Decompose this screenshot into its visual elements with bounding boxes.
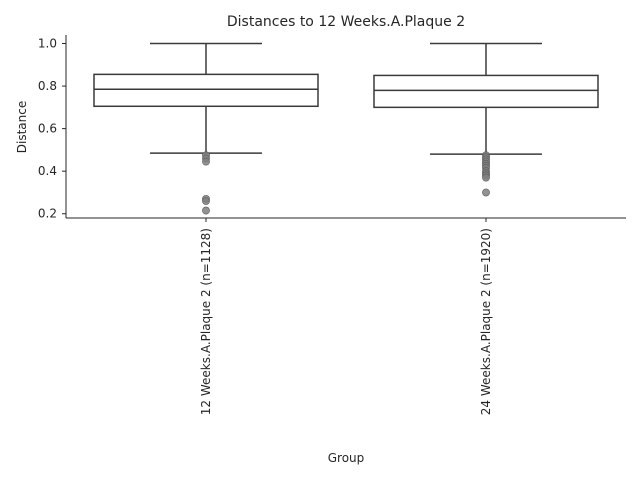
outlier-point [202, 206, 210, 215]
y-tick-label: 0.2 [38, 207, 57, 221]
y-tick-label: 0.8 [38, 79, 57, 93]
x-axis-label: Group [328, 451, 365, 465]
y-tick-label: 0.6 [38, 122, 57, 136]
y-tick-label: 1.0 [38, 37, 57, 51]
outlier-point [482, 173, 490, 182]
boxes-group [93, 42, 599, 215]
iqr-box [93, 73, 319, 108]
box-group-1 [93, 42, 319, 215]
chart-title: Distances to 12 Weeks.A.Plaque 2 [227, 14, 465, 30]
y-axis-ticks: 0.2 0.4 0.6 0.8 1.0 [38, 37, 66, 221]
outlier-point [482, 188, 490, 197]
box-group-2 [373, 42, 599, 197]
x-axis-ticks: 12 Weeks.A.Plaque 2 (n=1128) 24 Weeks.A.P… [199, 218, 493, 415]
y-axis-label: Distance [15, 101, 29, 153]
x-tick-label: 24 Weeks.A.Plaque 2 (n=1920) [479, 228, 493, 415]
iqr-box [373, 74, 599, 109]
y-tick-label: 0.4 [38, 164, 57, 178]
outlier-point [202, 197, 210, 205]
x-tick-label: 12 Weeks.A.Plaque 2 (n=1128) [199, 228, 213, 415]
outlier-point [202, 157, 210, 166]
